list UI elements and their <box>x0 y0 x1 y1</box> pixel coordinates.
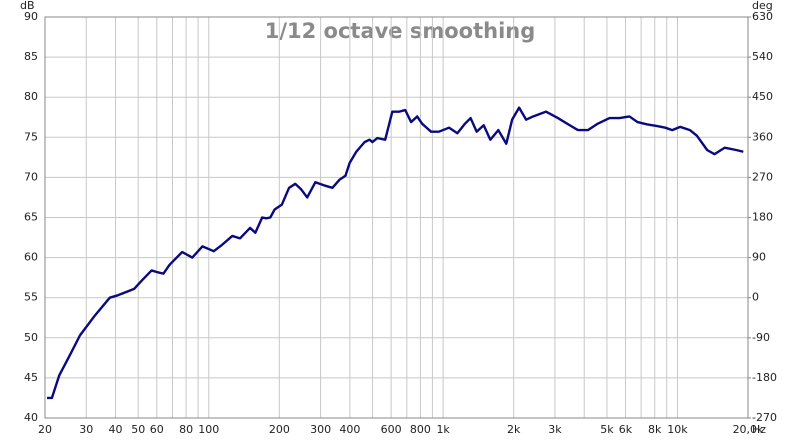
y2-tick-label: 90 <box>752 251 766 264</box>
x-tick-label: 800 <box>410 423 431 436</box>
x-tick-label: 100 <box>198 423 219 436</box>
x-tick-label: 400 <box>339 423 360 436</box>
y2-tick-label: 270 <box>752 170 773 183</box>
y2-tick-label: 0 <box>752 291 759 304</box>
x-tick-label: 30 <box>79 423 93 436</box>
y2-tick-label: -180 <box>752 371 777 384</box>
y-tick-label: 50 <box>24 331 38 344</box>
x-tick-label: 1k <box>436 423 450 436</box>
x-tick-label: 600 <box>381 423 402 436</box>
x-tick-label: 50 <box>131 423 145 436</box>
x-tick-label: 80 <box>179 423 193 436</box>
y2-tick-label: 630 <box>752 10 773 23</box>
y2-tick-label: -270 <box>752 411 777 424</box>
response-line <box>47 106 744 400</box>
y-tick-label: 80 <box>24 90 38 103</box>
y-tick-label: 65 <box>24 211 38 224</box>
y-tick-label: 75 <box>24 130 38 143</box>
y-tick-label: 40 <box>24 411 38 424</box>
x-tick-label: 3k <box>548 423 562 436</box>
x-tick-label: 20,0k <box>733 423 764 436</box>
y2-tick-label: 180 <box>752 211 773 224</box>
x-axis-label: Hz <box>752 423 766 436</box>
y2-axis-label: deg <box>752 0 773 12</box>
y-tick-label: 70 <box>24 170 38 183</box>
y-tick-label: 85 <box>24 50 38 63</box>
x-tick-label: 40 <box>109 423 123 436</box>
y-tick-label: 55 <box>24 291 38 304</box>
x-tick-label: 8k <box>648 423 662 436</box>
y2-tick-label: -90 <box>752 331 770 344</box>
y2-tick-label: 360 <box>752 130 773 143</box>
y-tick-label: 60 <box>24 251 38 264</box>
x-tick-label: 200 <box>269 423 290 436</box>
y-tick-label: 90 <box>24 10 38 23</box>
x-tick-label: 20 <box>38 423 52 436</box>
y-axis-label: dB <box>20 0 35 12</box>
x-tick-label: 60 <box>150 423 164 436</box>
x-tick-label: 10k <box>667 423 688 436</box>
y2-tick-label: 450 <box>752 90 773 103</box>
chart-title: 1/12 octave smoothing <box>265 19 536 43</box>
x-tick-label: 5k <box>600 423 614 436</box>
y-tick-label: 45 <box>24 371 38 384</box>
x-tick-label: 2k <box>507 423 521 436</box>
x-tick-label: 6k <box>619 423 633 436</box>
x-tick-label: 300 <box>310 423 331 436</box>
plot-frame <box>44 16 749 419</box>
y2-tick-label: 540 <box>752 50 773 63</box>
